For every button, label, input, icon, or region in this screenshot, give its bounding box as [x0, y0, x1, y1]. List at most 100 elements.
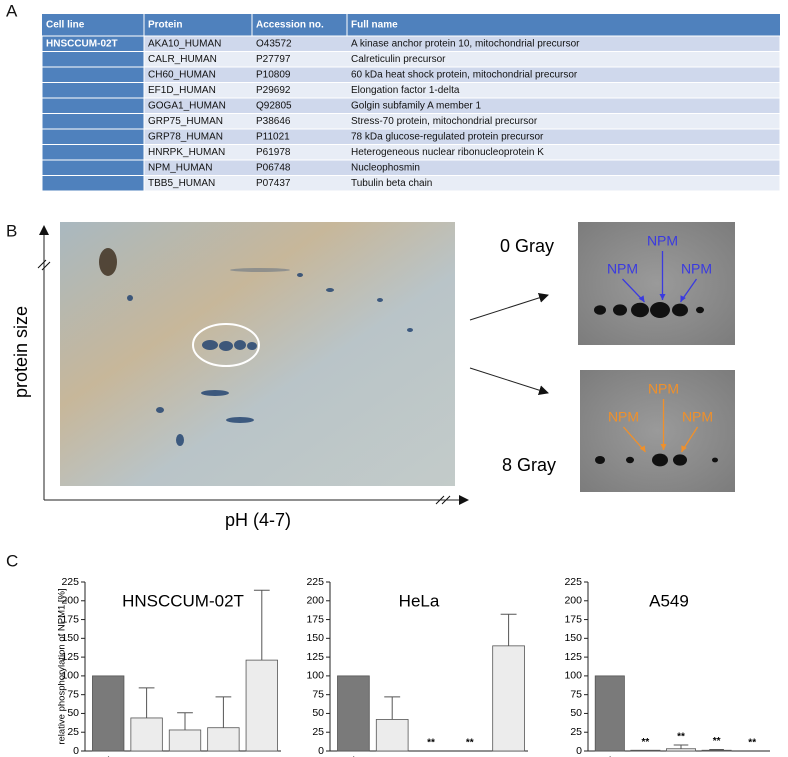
table-cell: TBB5_HUMAN: [148, 178, 215, 189]
y-tick-label: 125: [61, 651, 79, 663]
y-tick-label: 225: [564, 576, 582, 588]
y-tick-label: 125: [564, 651, 582, 663]
npm-marker-label: NPM: [607, 261, 638, 277]
x-tick-label: 2 h: [421, 755, 439, 757]
bar: [375, 719, 409, 752]
column-header: Full name: [351, 20, 398, 31]
npm-marker-head: [680, 295, 686, 302]
table-cell: P10809: [256, 69, 291, 80]
table-cell: P06748: [256, 162, 291, 173]
table-cell: P27797: [256, 54, 291, 65]
inset-image: [578, 222, 735, 345]
cell-line-cell: [41, 175, 145, 192]
panel-label: C: [6, 551, 18, 570]
y-tick-label: 100: [61, 670, 79, 682]
significance-label: **: [677, 732, 685, 743]
y-axis-label: relative phosphorylation of NPM1 [%]: [57, 588, 68, 744]
y-axis-label: protein size: [11, 306, 31, 398]
inset-spot: [712, 457, 718, 463]
bar-charts: 0 25 50 75 100 125 150 175 200 225 HNSCCUM-02T rela…: [57, 576, 770, 757]
y-tick-label: 100: [306, 670, 324, 682]
chart-title: A549: [649, 591, 689, 610]
cell-line-cell: [41, 144, 145, 161]
y-tick-label: 200: [564, 595, 582, 607]
npm-marker-head: [638, 295, 645, 302]
panel-label: B: [6, 221, 17, 240]
bar-chart: 0255075100125150175200225HeLacontrol1 h*…: [306, 576, 528, 757]
x-tick-label: 1 h: [137, 755, 155, 757]
cell-line-cell: [41, 128, 145, 145]
bar: [168, 729, 202, 752]
y-tick-label: 75: [312, 688, 324, 700]
y-tick-label: 25: [312, 726, 324, 738]
npm-marker-head: [660, 444, 667, 450]
table-cell: P61978: [256, 147, 291, 158]
y-tick-label: 25: [67, 726, 79, 738]
zoom-arrow: [469, 367, 549, 396]
table-cell: P07437: [256, 178, 291, 189]
inset-spot: [672, 303, 688, 317]
axis-break: [435, 495, 451, 505]
y-tick-label: 25: [570, 726, 582, 738]
header-row: [42, 14, 780, 36]
y-tick-label: 0: [576, 745, 582, 757]
npm-marker-label: NPM: [647, 233, 678, 249]
bar: [337, 675, 370, 752]
y-tick-label: 225: [306, 576, 324, 588]
table-cell: HNRPK_HUMAN: [148, 147, 225, 158]
table-cell: Tubulin beta chain: [351, 178, 432, 189]
npm-marker-head: [681, 445, 687, 452]
inset-label: 8 Gray: [502, 455, 556, 475]
npm-marker-label: NPM: [682, 409, 713, 425]
significance-label: **: [427, 738, 435, 749]
chart-title: HNSCCUM-02T: [122, 591, 244, 610]
bar: [207, 727, 240, 752]
x-tick-label: 2 h: [175, 755, 193, 757]
bar: [630, 749, 661, 752]
x-tick-label: 2 h: [671, 755, 689, 757]
error-bar: [138, 687, 155, 718]
inset-image: [580, 370, 735, 492]
x-tick-label: 4 h: [214, 755, 232, 757]
inset-spot: [696, 306, 704, 314]
inset-spot: [650, 302, 670, 318]
zoom-arrow: [469, 292, 549, 321]
y-tick-label: 50: [312, 707, 324, 719]
bar: [701, 749, 732, 752]
bar-chart: 0 25 50 75 100 125 150 175 200 225 HNSCCUM-02T rela…: [57, 576, 281, 757]
significance-label: **: [748, 738, 756, 749]
chart-title: HeLa: [399, 591, 440, 610]
table-cell: Golgin subfamily A member 1: [351, 100, 481, 111]
table-cell: AKA10_HUMAN: [148, 38, 221, 49]
inset-spot: [613, 304, 627, 316]
inset-label: 0 Gray: [500, 236, 554, 256]
y-tick-label: 150: [306, 632, 324, 644]
x-tick-label: 1 h: [636, 755, 654, 757]
y-tick-label: 75: [67, 688, 79, 700]
table-cell: 60 kDa heat shock protein, mitochondrial…: [351, 69, 578, 80]
panel-label: A: [6, 1, 18, 20]
table-cell: Calreticulin precursor: [351, 54, 446, 65]
cell-line-cell: [41, 97, 145, 114]
x-axis-label: pH (4-7): [225, 510, 291, 530]
column-header: Accession no.: [256, 20, 324, 31]
y-tick-label: 125: [306, 651, 324, 663]
bar: [666, 748, 696, 752]
table-row: [143, 51, 781, 68]
y-tick-label: 150: [564, 632, 582, 644]
significance-label: **: [466, 738, 474, 749]
table-cell: Heterogeneous nuclear ribonucleoprotein …: [351, 147, 544, 158]
table-cell: O43572: [256, 38, 292, 49]
y-tick-label: 175: [61, 613, 79, 625]
y-tick-label: 150: [61, 632, 79, 644]
table-cell: CH60_HUMAN: [148, 69, 216, 80]
table-cell: P11021: [256, 131, 290, 142]
bar: [92, 675, 125, 752]
bar: [245, 659, 278, 752]
column-header: Cell line: [46, 20, 85, 31]
cell-line-cell: [41, 113, 145, 130]
y-tick-label: 100: [564, 670, 582, 682]
inset-spot: [631, 302, 649, 318]
protein-table: Cell line Protein Accession no. Full name AK…: [41, 14, 781, 192]
